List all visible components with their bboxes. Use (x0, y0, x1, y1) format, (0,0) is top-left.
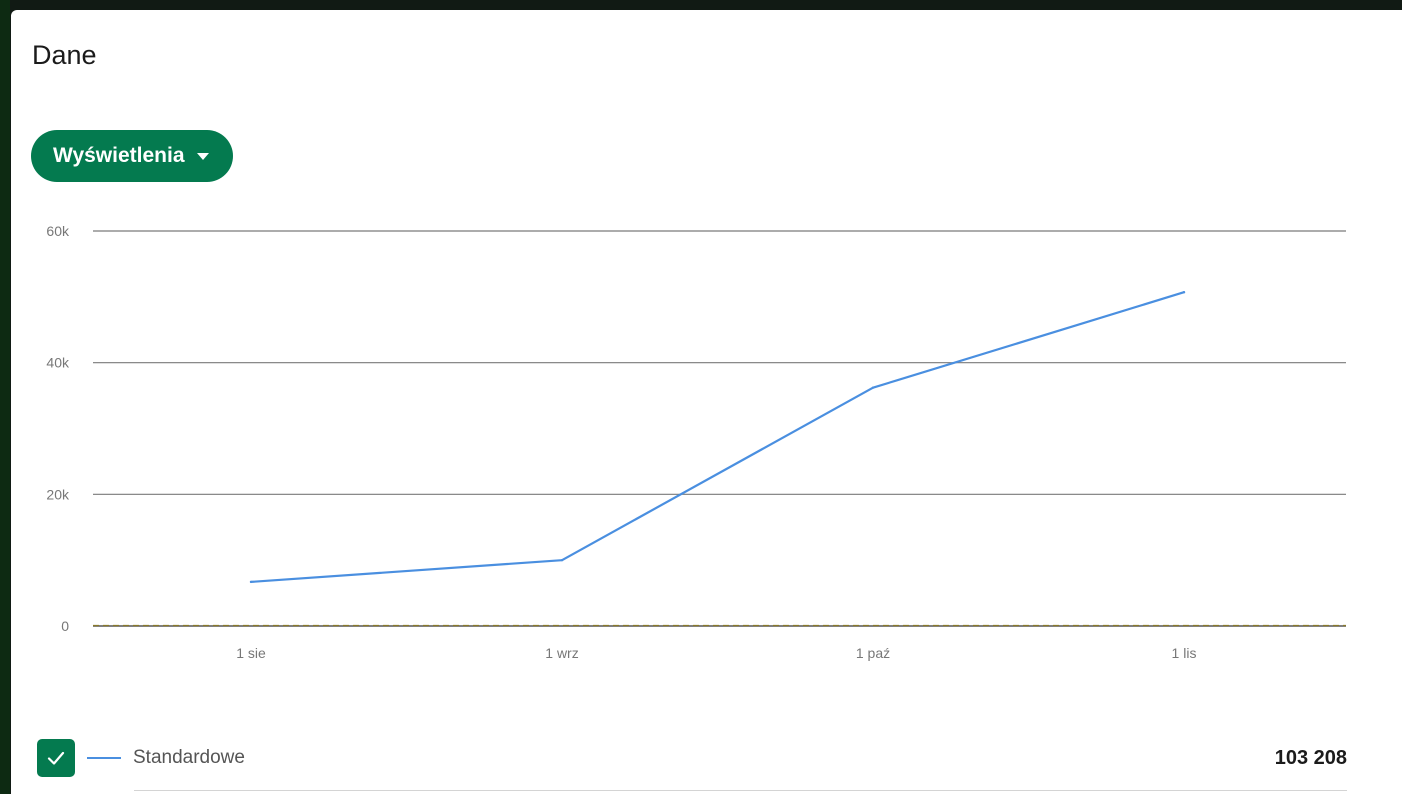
data-point (560, 558, 564, 562)
card-title: Dane (32, 40, 97, 70)
metric-dropdown-label: Wyświetlenia (53, 144, 185, 167)
legend-total-value: 103 208 (1274, 746, 1347, 769)
data-card: Dane Wyświetlenia 0 20k 40k 60k 1 sie 1 wrz 1 … (11, 10, 1402, 794)
checkmark-icon (47, 751, 65, 765)
y-tick-label: 0 (61, 618, 69, 634)
legend-item-standardowe: Standardowe 103 208 (37, 738, 1347, 778)
x-tick-label: 1 lis (1172, 645, 1197, 661)
caret-down-icon (196, 152, 209, 160)
line-chart: 0 20k 40k 60k 1 sie 1 wrz 1 paź 1 lis (46, 223, 1346, 661)
metric-dropdown-button[interactable]: Wyświetlenia (31, 130, 233, 182)
data-point (249, 580, 253, 584)
legend-divider (134, 790, 1347, 791)
y-tick-label: 60k (46, 223, 70, 239)
data-point (1182, 291, 1186, 294)
legend-checkbox[interactable] (37, 739, 75, 777)
x-tick-label: 1 sie (236, 645, 266, 661)
x-tick-label: 1 wrz (545, 645, 578, 661)
series-line-0 (249, 291, 1186, 583)
y-tick-label: 40k (46, 355, 70, 371)
data-point (871, 386, 875, 389)
legend-line-swatch (87, 757, 121, 759)
y-tick-label: 20k (46, 486, 70, 502)
legend-label: Standardowe (133, 747, 245, 768)
x-tick-label: 1 paź (856, 645, 890, 661)
